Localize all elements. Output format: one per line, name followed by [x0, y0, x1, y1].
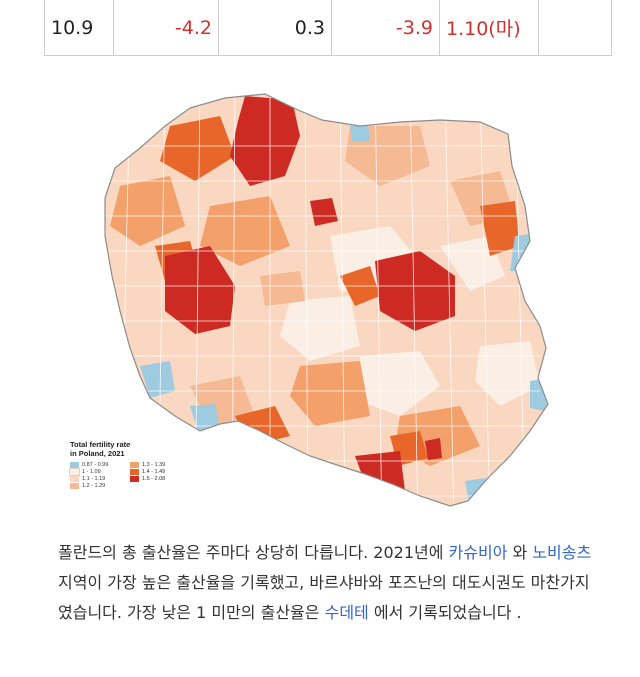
legend-swatch — [70, 483, 79, 489]
legend-swatch — [70, 476, 79, 482]
map-caption: 폴란드의 총 출산율은 주마다 상당히 다릅니다. 2021년에 카슈비아 와 … — [58, 538, 598, 628]
table-cell: 1.10(마) — [439, 0, 539, 56]
legend-item: 1 - 1.09 — [69, 468, 130, 476]
table-row: 10.9 -4.2 0.3 -3.9 1.10(마) — [44, 0, 612, 56]
caption-text: 폴란드의 총 출산율은 주마다 상당히 다릅니다. 2021년에 — [58, 543, 449, 562]
legend-label: 1.1 - 1.19 — [82, 476, 106, 482]
country-outline — [104, 93, 549, 507]
table-cell — [538, 0, 612, 56]
legend-item: 1.3 - 1.39 — [130, 462, 186, 468]
caption-text: 와 — [507, 543, 533, 562]
table-cell: -4.2 — [113, 0, 219, 56]
legend-label: 1 - 1.09 — [82, 469, 101, 475]
legend-label: 1.5 - 2.08 — [142, 476, 166, 482]
legend-item: 1.5 - 2.08 — [130, 476, 186, 482]
table-cell: 10.9 — [44, 0, 114, 56]
legend-item: 0.87 - 0.99 — [70, 462, 130, 468]
legend-label: 1.2 - 1.29 — [82, 483, 106, 489]
legend-swatch — [69, 468, 80, 476]
map-svg — [104, 93, 549, 507]
legend-title-line2: in Poland, 2021 — [70, 449, 125, 458]
stats-table: 10.9 -4.2 0.3 -3.9 1.10(마) — [44, 0, 612, 56]
legend-items: 0.87 - 0.99 1.3 - 1.39 1 - 1.09 1.4 - 1.… — [69, 462, 190, 489]
legend-swatch — [130, 469, 139, 475]
poland-fertility-map — [60, 86, 570, 526]
legend-label: 0.87 - 0.99 — [82, 462, 109, 468]
table-cell: -3.9 — [331, 0, 440, 56]
legend-title-line1: Total fertility rate — [70, 440, 131, 449]
legend-swatch — [130, 462, 139, 468]
legend-item: 1.4 - 1.49 — [130, 469, 186, 475]
legend-item: 1.1 - 1.19 — [70, 476, 130, 482]
legend-label: 1.4 - 1.49 — [142, 469, 166, 475]
legend-item: 1.2 - 1.29 — [70, 483, 130, 489]
legend-swatch — [70, 462, 79, 468]
kashubia-link[interactable]: 카슈비아 — [448, 543, 508, 562]
legend-title: Total fertility rate in Poland, 2021 — [70, 440, 190, 458]
caption-text: 지역이 가장 높은 출산율을 기록했고, 바르샤바와 포즈난의 대도시권도 마찬… — [58, 573, 590, 622]
map-legend: Total fertility rate in Poland, 2021 0.8… — [69, 440, 190, 489]
sudetes-link[interactable]: 수데테 — [324, 603, 369, 622]
table-cell: 0.3 — [218, 0, 332, 56]
nowy-sacz-link[interactable]: 노비송츠 — [532, 543, 592, 562]
legend-swatch — [130, 476, 139, 482]
county-borders — [105, 94, 540, 506]
caption-text: 에서 기록되었습니다 . — [368, 603, 522, 622]
legend-label: 1.3 - 1.39 — [142, 462, 166, 468]
